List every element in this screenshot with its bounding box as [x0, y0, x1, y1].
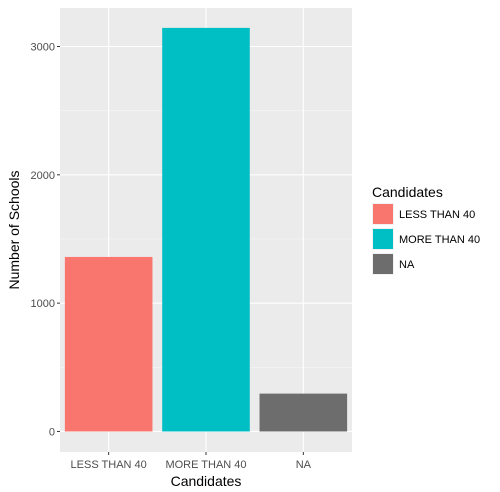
legend-title: Candidates [372, 184, 443, 200]
legend-label: MORE THAN 40 [399, 234, 480, 246]
y-tick-label: 3000 [31, 41, 55, 53]
bars [64, 27, 348, 432]
x-tick-label: MORE THAN 40 [165, 459, 246, 471]
y-axis: 0 1000 2000 3000 [31, 41, 60, 438]
bar [64, 256, 153, 432]
legend-label: LESS THAN 40 [399, 209, 475, 221]
legend-label: NA [399, 259, 415, 271]
bar [259, 393, 348, 432]
legend-swatch [373, 204, 393, 224]
legend-swatch [373, 229, 393, 249]
y-tick-label: 2000 [31, 170, 55, 182]
x-tick-label: LESS THAN 40 [71, 459, 147, 471]
y-tick-label: 1000 [31, 298, 55, 310]
x-tick-label: NA [296, 459, 312, 471]
bar [162, 27, 250, 432]
y-tick-label: 0 [49, 426, 55, 438]
y-axis-title: Number of Schools [6, 170, 22, 289]
x-axis-title: Candidates [171, 473, 242, 489]
legend: Candidates LESS THAN 40 MORE THAN 40 NA [372, 184, 480, 275]
x-axis: LESS THAN 40 MORE THAN 40 NA [71, 452, 312, 471]
legend-swatch [373, 254, 393, 274]
